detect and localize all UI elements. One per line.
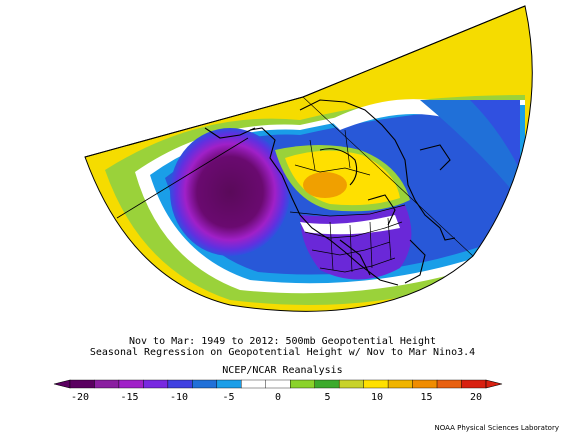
colorbar-tick-label: -20 [71,392,89,403]
colorbar-cell [69,379,95,389]
colorbar-tick-label: -5 [222,392,234,403]
colorbar-cell [314,379,340,389]
colorbar-cell [118,379,144,389]
colorbar-cell [290,379,315,389]
positive-anomaly-center [303,172,347,198]
colorbar-cell [436,379,462,389]
regression-map [84,5,533,312]
colorbar-cell [265,379,291,389]
colorbar-cell [412,379,438,389]
colorbar-cell [338,379,364,389]
colorbar-cell [461,379,487,389]
negative-anomaly-center [170,128,290,256]
colorbar-cell [241,379,266,389]
colorbar-tick-label: -10 [170,392,188,403]
colorbar-tick-label: 15 [420,392,432,403]
colorbar-cell [216,379,242,389]
colorbar-cell [363,379,389,389]
caption-title: Nov to Mar: 1949 to 2012: 500mb Geopoten… [128,336,437,347]
caption-dataset: NCEP/NCAR Reanalysis [222,365,343,376]
political-boundaries [289,129,406,273]
coastlines [204,99,456,286]
colorbar-tick-label: 10 [371,392,383,403]
colorbar-tick-label: -15 [120,392,138,403]
contour-field [85,6,533,312]
colorbar-cell [192,379,218,389]
colorbar-tick-label: 0 [275,392,281,403]
colorbar-min-arrow [53,379,71,389]
colorbar-max-arrow [485,379,503,389]
colorbar-cell [143,379,169,389]
credit-label: NOAA Physical Sciences Laboratory [434,424,559,432]
colorbar-tick-label: 20 [470,392,482,403]
caption-subtitle: Seasonal Regression on Geopotential Heig… [89,347,476,358]
map-sector-outline [84,5,533,312]
colorbar-tick-label: 5 [324,392,330,403]
colorbar-cell [94,379,120,389]
colorbar-cell [387,379,413,389]
colorbar: -20 -15 -10 -5 0 5 10 15 20 [53,379,503,403]
colorbar-cell [167,379,193,389]
